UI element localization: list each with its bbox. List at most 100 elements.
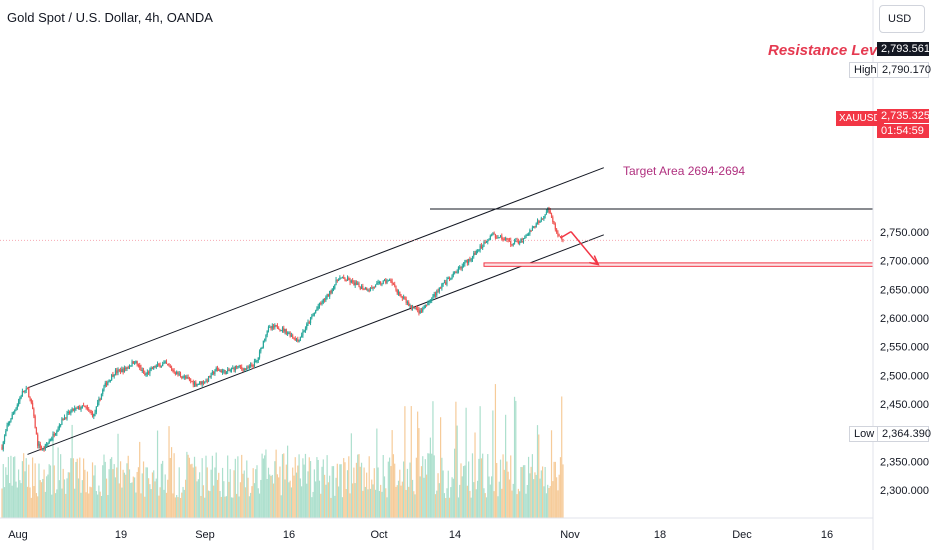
candle-body	[549, 210, 551, 214]
candle-body	[469, 259, 471, 261]
candle-body	[376, 283, 378, 285]
volume-bar	[376, 428, 378, 518]
volume-bar	[91, 462, 94, 518]
target-zone[interactable]	[483, 262, 874, 267]
candle-body	[247, 367, 249, 369]
volume-bar	[113, 464, 115, 518]
candle-body	[169, 366, 171, 368]
volume-bar	[343, 458, 345, 518]
candle-body	[557, 232, 559, 236]
currency-button[interactable]: USD	[879, 5, 925, 33]
volume-bar	[173, 453, 175, 518]
candle-body	[60, 424, 62, 426]
volume-bar	[158, 495, 160, 518]
candle-body	[422, 308, 424, 312]
time-axis[interactable]: Aug 19 Sep 16 Oct 14 Nov 18 Dec 16	[0, 517, 873, 541]
volume-bar	[266, 479, 268, 518]
candle-body	[456, 271, 458, 273]
volume-bar	[164, 474, 166, 518]
candle-body	[329, 290, 331, 297]
candle-body	[464, 261, 466, 265]
volume-bar	[334, 495, 336, 518]
channel-lower-line	[27, 234, 604, 455]
volume-bar	[460, 463, 462, 518]
candle-body	[403, 297, 405, 299]
volume-bar	[350, 433, 352, 518]
volume-bar	[285, 464, 287, 518]
volume-bar	[2, 464, 4, 518]
candle-body	[155, 365, 157, 368]
volume-bar	[465, 407, 467, 518]
candle-body	[67, 411, 69, 414]
candle-body	[16, 404, 18, 409]
volume-bar	[491, 476, 493, 518]
volume-bar	[72, 458, 74, 518]
candle-body	[503, 239, 505, 241]
candle-body	[515, 240, 517, 242]
candle-body	[298, 340, 300, 342]
candle-body	[34, 416, 36, 429]
volume-bar	[232, 497, 234, 518]
candle-body	[26, 388, 29, 390]
candle-body	[349, 280, 351, 283]
candle-body	[255, 360, 257, 362]
volume-bar	[33, 486, 35, 518]
candle-body	[233, 368, 235, 371]
candle-body	[173, 370, 175, 373]
candle-body	[236, 365, 238, 368]
volume-bar	[140, 493, 142, 518]
price-axis[interactable]: 2,300.0002,350.0002,400.0002,450.0002,50…	[872, 0, 929, 550]
volume-bar	[317, 459, 319, 518]
trend-channel[interactable]	[27, 167, 604, 455]
price-tick-label: 2,650.000	[880, 284, 929, 296]
volume-bar	[234, 458, 236, 518]
candle-body	[524, 237, 526, 239]
volume-bar	[419, 476, 421, 518]
candle-body	[28, 388, 30, 397]
low-tag: Low	[849, 426, 880, 442]
volume-bar	[271, 474, 273, 518]
candle-body	[232, 368, 234, 370]
candle-body	[97, 402, 99, 407]
candle-body	[192, 381, 194, 385]
volume-bar	[53, 465, 55, 518]
candle-body	[465, 260, 467, 262]
target-zone-box	[483, 262, 874, 267]
volume-bar	[533, 479, 535, 518]
volume-bar	[400, 485, 402, 518]
candle-body	[372, 286, 374, 289]
candle-body	[461, 266, 463, 269]
volume-bar	[519, 491, 521, 518]
candle-body	[113, 374, 115, 377]
volume-bar	[192, 467, 194, 518]
volume-bar	[202, 485, 205, 518]
volume-bar	[163, 489, 165, 518]
candle-body	[391, 281, 393, 284]
candle-body	[529, 230, 531, 235]
candle-body	[382, 280, 384, 284]
volume-bar	[205, 455, 207, 518]
candle-body	[396, 290, 398, 294]
volume-bar	[494, 384, 497, 518]
candle-body	[131, 361, 133, 366]
volume-bar	[197, 479, 199, 518]
candle-body	[280, 330, 282, 332]
volume-bar	[230, 497, 233, 518]
volume-bar	[366, 472, 368, 518]
volume-bar	[46, 476, 48, 518]
candle-body	[533, 226, 535, 228]
volume-bar	[455, 401, 457, 518]
candle-body	[46, 444, 48, 446]
candle-body	[220, 370, 222, 373]
candle-body	[211, 371, 213, 374]
candle-body	[428, 302, 430, 304]
volume-bar	[539, 478, 541, 518]
candle-body	[297, 339, 299, 342]
candle-body	[227, 369, 229, 372]
volume-bar	[275, 449, 277, 518]
volume-bar	[270, 475, 272, 518]
candle-body	[215, 367, 217, 372]
volume-bar	[561, 396, 563, 518]
candle-body	[191, 381, 193, 383]
